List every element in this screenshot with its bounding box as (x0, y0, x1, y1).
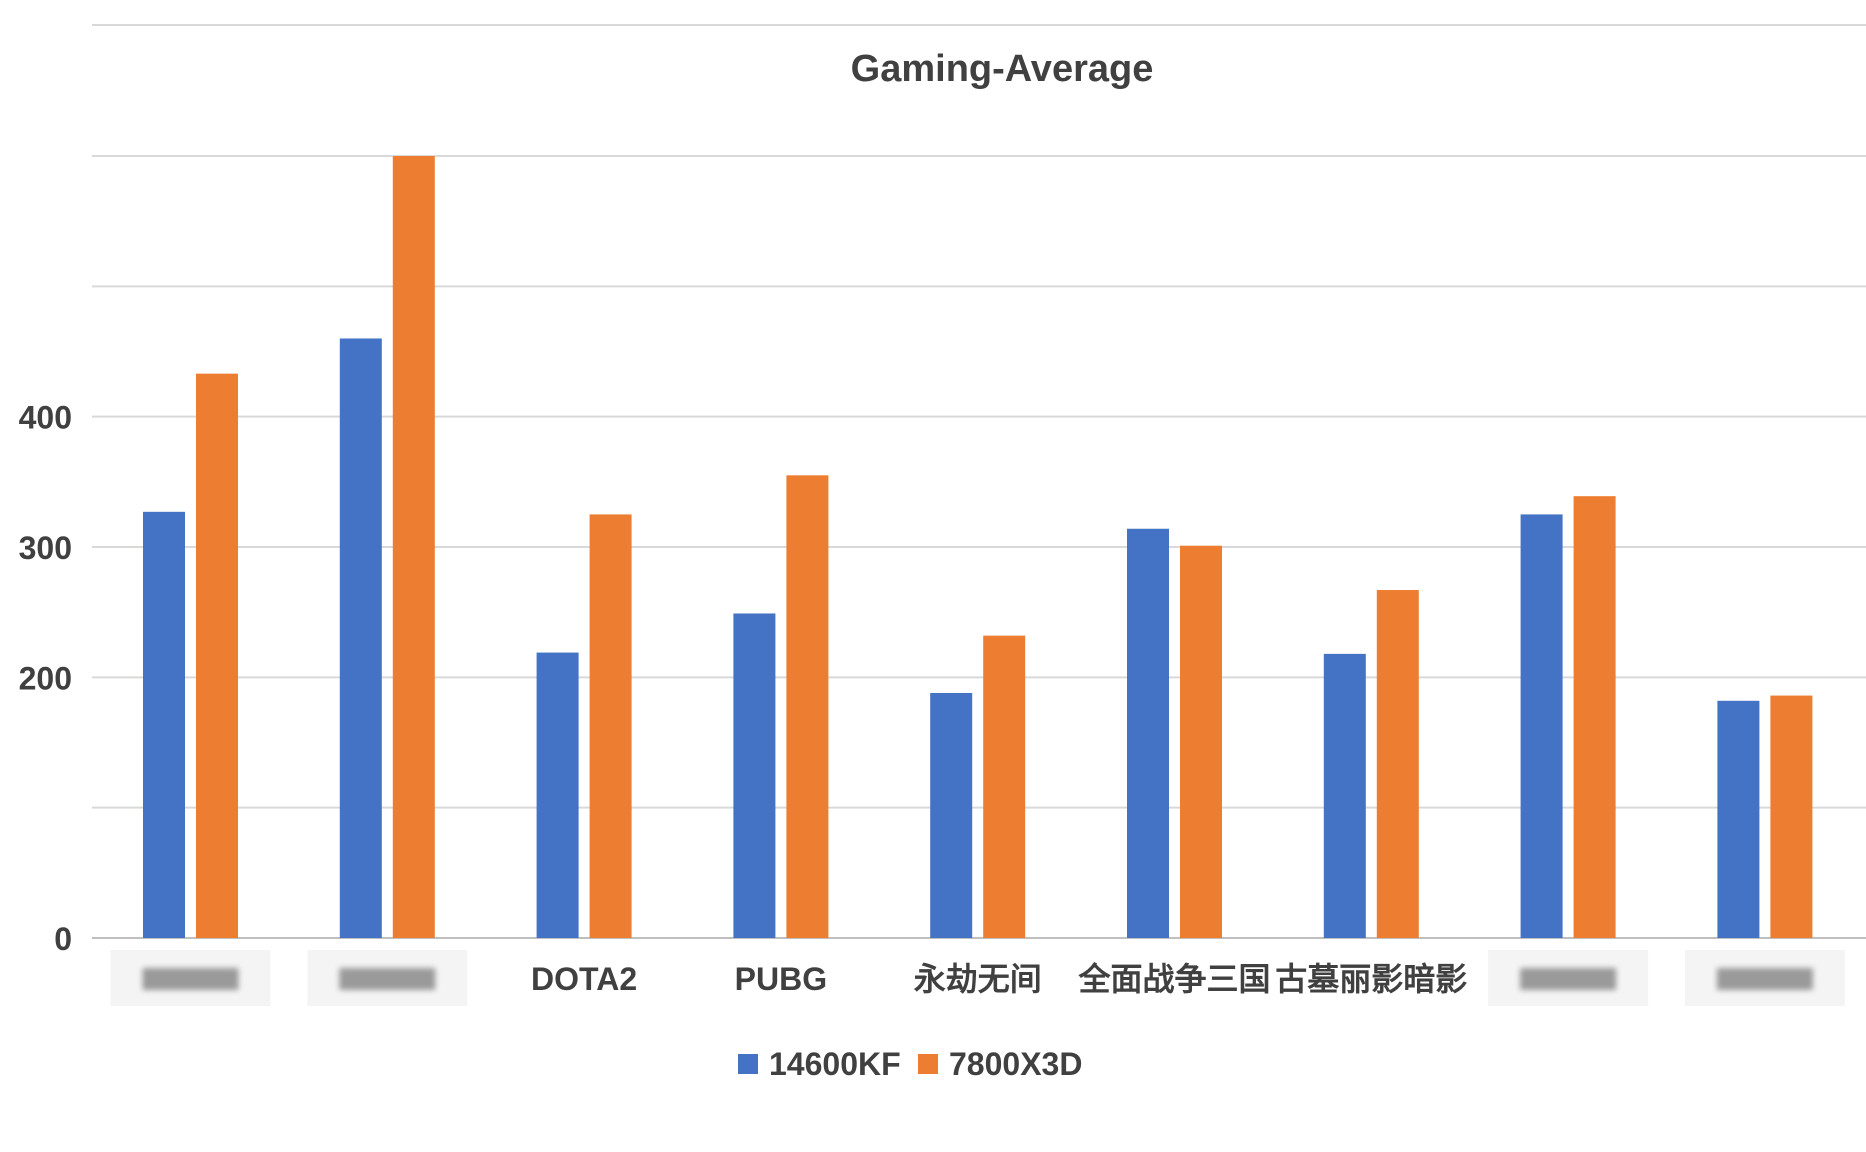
x-category-label: DOTA2 (531, 961, 637, 997)
legend-swatch (918, 1054, 938, 1074)
y-tick-label: 300 (19, 530, 72, 566)
obscured-category-label (1488, 950, 1649, 1006)
y-tick-label: 0 (54, 921, 72, 957)
y-tick-label: 400 (19, 400, 72, 436)
legend-item: 14600KF (738, 1046, 901, 1082)
chart-title: Gaming-Average (851, 48, 1154, 90)
bar-series1 (143, 511, 185, 938)
mosaic-text-blur (339, 968, 436, 990)
bar-series1 (930, 692, 973, 938)
bar-series1 (536, 652, 579, 938)
bar-series2 (196, 373, 238, 938)
legend-label: 7800X3D (949, 1046, 1082, 1082)
bar-series2 (392, 156, 435, 938)
bar-series2 (786, 475, 829, 938)
x-category-label: PUBG (735, 961, 827, 997)
obscured-category-label (307, 950, 468, 1006)
mosaic-text-blur (142, 968, 239, 990)
bar-series1 (733, 613, 776, 938)
bar-series1 (339, 338, 382, 938)
bar-series2 (1770, 695, 1813, 938)
legend-swatch (738, 1054, 758, 1074)
legend-item: 7800X3D (918, 1046, 1082, 1082)
bar-series2 (1376, 590, 1419, 938)
x-axis-category-labels: DOTA2 PUBG 永劫无间 全面战争三国 古墓丽影暗影 (110, 950, 1845, 1006)
y-tick-label: 200 (19, 660, 72, 696)
x-category-label: 古墓丽影暗影 (1275, 961, 1467, 997)
bar-series2 (1180, 545, 1222, 938)
bar-series1 (1717, 700, 1760, 938)
bar-series1 (1520, 514, 1563, 938)
gridlines (92, 24, 1866, 939)
mosaic-text-blur (1520, 968, 1617, 990)
bar-series2 (1573, 496, 1616, 938)
obscured-category-label (1684, 950, 1845, 1006)
bars (143, 156, 1813, 938)
x-category-label: 全面战争三国 (1077, 961, 1270, 997)
obscured-category-label (110, 950, 271, 1006)
x-category-label: 永劫无间 (914, 961, 1042, 997)
bar-series1 (1323, 653, 1366, 938)
y-axis-tick-labels: 0 200 300 400 (19, 400, 72, 957)
legend: 14600KF 7800X3D (738, 1046, 1082, 1082)
bar-series2 (589, 514, 632, 938)
legend-label: 14600KF (769, 1046, 901, 1082)
mosaic-text-blur (1716, 968, 1813, 990)
bar-series1 (1127, 528, 1169, 938)
bar-series2 (983, 635, 1026, 938)
